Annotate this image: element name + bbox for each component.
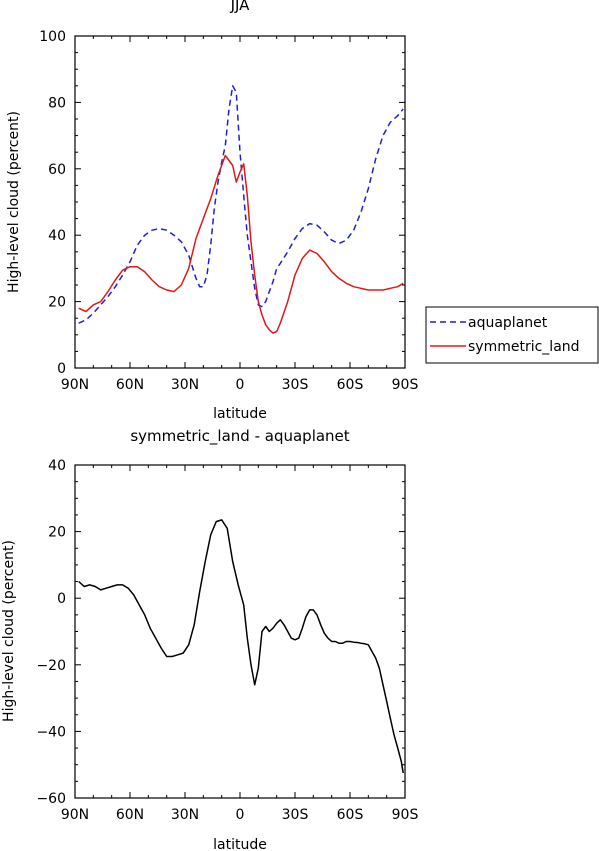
top-chart-panel: JJA 90N 60N 30N 0 30S 60S 90S 0 20 40 60 80 100 lati… [6, 0, 418, 422]
top-chart-frame [74, 35, 406, 369]
bottom-x-tick-label: 90S [392, 807, 419, 823]
bottom-series-difference-line [78, 519, 404, 774]
bottom-x-tick-label: 60N [116, 807, 144, 823]
bottom-y-tick-label: −20 [36, 658, 66, 674]
top-chart-x-axis-label: latitude [213, 406, 267, 422]
bottom-chart-panel: symmetric_land - aquaplanet 90N 60N 30N 0 30… [1, 427, 418, 851]
bottom-y-tick-label: −60 [36, 791, 66, 807]
bottom-x-tick-label: 30S [282, 807, 309, 823]
top-y-tick-label: 20 [48, 295, 66, 311]
bottom-x-tick-label: 60S [337, 807, 364, 823]
legend-box [425, 306, 599, 364]
legend-symmetric-land-label: symmetric_land [468, 339, 580, 355]
bottom-y-tick-label: 40 [48, 458, 66, 474]
top-series-symmetric-land-line [78, 154, 404, 334]
top-y-tick-label: 80 [48, 95, 66, 111]
bottom-chart-y-axis-label: High-level cloud (percent) [1, 540, 17, 722]
bottom-x-tick-label: 30N [171, 807, 199, 823]
top-chart-y-axis-label: High-level cloud (percent) [6, 111, 22, 293]
legend: aquaplanet symmetric_land [425, 306, 599, 364]
top-x-tick-label: 30N [171, 377, 199, 393]
bottom-y-tick-label: 0 [57, 591, 66, 607]
bottom-y-tick-label: −40 [36, 724, 66, 740]
top-chart-title: JJA [230, 0, 251, 14]
top-series-aquaplanet-line [78, 85, 404, 324]
bottom-y-tick-label: 20 [48, 525, 66, 541]
bottom-chart-title: symmetric_land - aquaplanet [130, 427, 349, 446]
top-x-tick-label: 0 [236, 377, 245, 393]
legend-aquaplanet-label: aquaplanet [468, 315, 548, 331]
top-x-tick-label: 60S [337, 377, 364, 393]
top-x-tick-label: 30S [282, 377, 309, 393]
bottom-chart-frame [74, 464, 406, 799]
bottom-x-tick-label: 0 [236, 807, 245, 823]
bottom-x-tick-label: 90N [61, 807, 89, 823]
top-x-tick-label: 90N [61, 377, 89, 393]
top-x-tick-label: 60N [116, 377, 144, 393]
top-y-tick-label: 0 [57, 361, 66, 377]
top-y-tick-label: 100 [39, 29, 66, 45]
top-y-tick-label: 40 [48, 228, 66, 244]
top-y-tick-label: 60 [48, 162, 66, 178]
bottom-chart-x-axis-label: latitude [213, 837, 267, 851]
top-x-tick-label: 90S [392, 377, 419, 393]
